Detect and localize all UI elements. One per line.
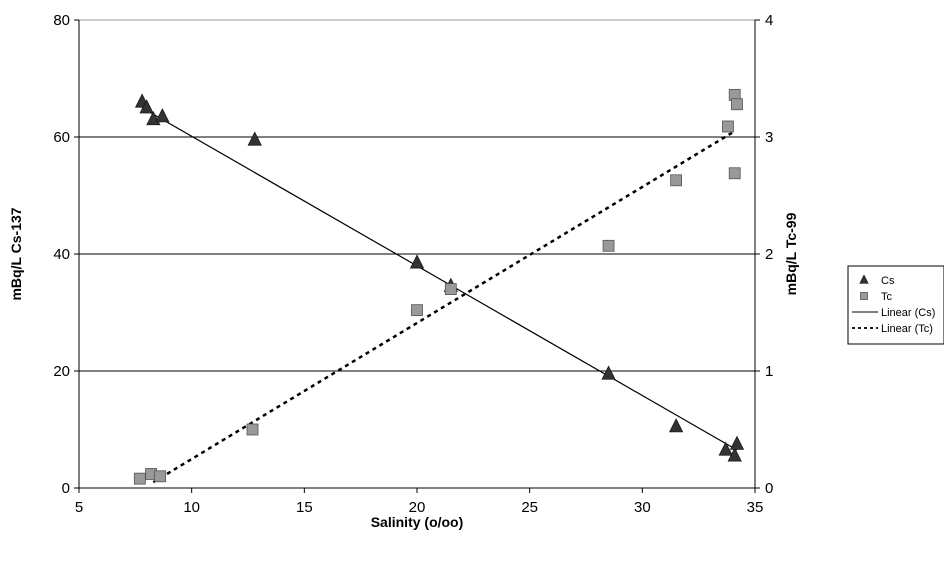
cs-point <box>729 435 745 450</box>
y-tick-label: 80 <box>53 12 70 29</box>
y-tick-label: 0 <box>62 480 70 497</box>
cs-point <box>718 441 733 456</box>
tc-point <box>444 283 457 296</box>
x-tick-label: 25 <box>521 499 538 516</box>
y2-tick-label: 2 <box>765 246 773 263</box>
tc-point <box>411 304 423 317</box>
cs-point <box>601 365 616 380</box>
x-tick-label: 20 <box>409 499 426 516</box>
legend-label: Cs <box>881 275 895 287</box>
tc-point <box>731 98 743 111</box>
legend-label: Linear (Tc) <box>881 323 933 335</box>
y2-tick-label: 0 <box>765 480 773 497</box>
cs-point <box>409 254 425 269</box>
x-axis-title: Salinity (o/oo) <box>371 514 464 530</box>
y2-tick-labels: 0 1 2 3 4 <box>765 12 773 497</box>
y2-axis-title: mBq/L Tc-99 <box>783 212 799 295</box>
tc-point <box>722 120 734 133</box>
cs-point <box>155 108 170 123</box>
grid-lines <box>79 136 755 372</box>
x-tick-label: 10 <box>183 499 200 516</box>
x-tick-labels: 5 10 15 20 25 30 35 <box>75 499 764 516</box>
tc-point <box>670 174 683 187</box>
y-tick-labels: 0 20 40 60 80 <box>53 12 70 497</box>
legend-square-swatch <box>860 292 868 300</box>
tc-point <box>602 239 615 252</box>
y2-tick-label: 3 <box>765 129 773 146</box>
tc-point <box>154 470 167 483</box>
legend-label: Linear (Cs) <box>881 307 935 319</box>
x-tick-label: 35 <box>747 499 764 516</box>
trendlines <box>141 107 738 484</box>
y-tick-label: 60 <box>53 129 70 146</box>
y-tick-label: 40 <box>53 246 70 263</box>
y2-tick-label: 1 <box>765 363 773 380</box>
y-tick-label: 20 <box>53 363 70 380</box>
axes <box>74 19 760 493</box>
x-tick-label: 30 <box>634 499 651 516</box>
cs-point <box>668 418 684 433</box>
tc-point <box>728 167 741 180</box>
x-tick-label: 5 <box>75 499 83 516</box>
y-axis-title: mBq/L Cs-137 <box>8 207 24 300</box>
cs-point <box>139 99 154 114</box>
legend-label: Tc <box>881 291 893 303</box>
trendline-cs <box>141 107 738 451</box>
cs-point <box>727 447 742 462</box>
trendline-tc <box>152 130 736 484</box>
data-points <box>133 88 745 485</box>
legend-triangle-swatch <box>859 274 869 284</box>
y2-tick-label: 4 <box>765 12 773 29</box>
tc-point <box>133 472 146 485</box>
x-tick-label: 15 <box>296 499 313 516</box>
tc-point <box>246 423 259 436</box>
cs-point <box>247 131 262 146</box>
legend: Cs Tc Linear (Cs) Linear (Tc) <box>847 265 944 345</box>
